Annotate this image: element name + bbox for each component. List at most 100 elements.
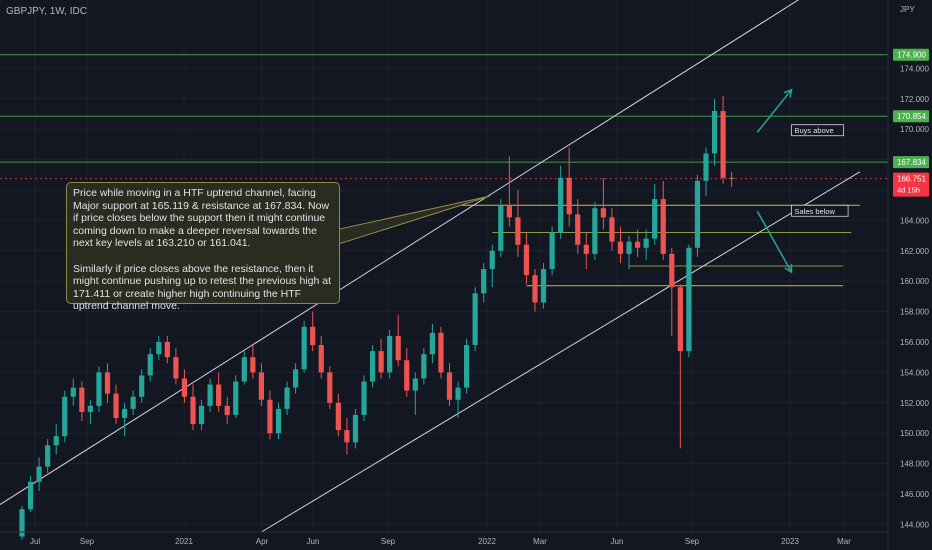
candle-body — [729, 177, 735, 179]
candle-body — [523, 244, 530, 276]
candle — [267, 390, 273, 440]
projection-arrows — [756, 88, 793, 274]
candle-body — [96, 372, 102, 406]
candle — [275, 402, 282, 440]
candle — [446, 363, 453, 406]
candle-body — [660, 199, 666, 254]
candle-body — [267, 399, 273, 434]
candle — [720, 95, 726, 184]
price-tag-box — [893, 110, 929, 123]
candle — [224, 396, 230, 425]
candle — [558, 165, 564, 239]
candle — [335, 393, 341, 437]
price-tick-label: 170.000 — [900, 125, 929, 134]
candle-body — [532, 275, 538, 303]
candle-body — [694, 180, 701, 248]
candle-body — [190, 396, 196, 425]
candle-body — [669, 253, 675, 288]
candle-body — [181, 378, 188, 397]
price-tick-label: 150.000 — [900, 429, 929, 438]
time-tick-label: Sep — [381, 537, 396, 546]
price-tag-text: 170.854 — [897, 112, 926, 121]
annotation-label-text: Buys above — [795, 126, 834, 135]
candle-body — [506, 205, 512, 218]
candle-body — [164, 342, 170, 358]
candle — [421, 348, 427, 385]
time-tick-label: 2023 — [781, 537, 799, 546]
candle — [301, 320, 307, 373]
candle-body — [498, 205, 504, 251]
candle-body — [438, 332, 444, 373]
price-tag: 167.834 — [893, 156, 929, 169]
candle — [592, 202, 598, 260]
candle-body — [130, 396, 136, 409]
projection-arrow-head — [784, 264, 793, 274]
candle — [395, 314, 401, 367]
projection-arrow-shaft — [756, 89, 793, 133]
candle-body — [258, 372, 264, 400]
candle — [310, 311, 316, 352]
price-tick-label: 160.000 — [900, 277, 929, 286]
candle-body — [344, 430, 350, 443]
annotation-label-box — [791, 204, 849, 217]
candle — [241, 351, 247, 385]
candle — [438, 326, 444, 379]
candle-body — [216, 384, 222, 406]
candle — [617, 226, 624, 263]
channel-line-lower — [261, 171, 861, 533]
candle-body — [617, 241, 624, 254]
candle-body — [515, 217, 521, 245]
candle-body — [233, 381, 239, 415]
candle — [404, 348, 410, 397]
candle — [498, 199, 504, 257]
candle-body — [36, 466, 42, 482]
candle-body — [677, 287, 683, 352]
callout-paragraph-2: Similarly if price closes above the resi… — [73, 262, 331, 313]
candle — [361, 375, 367, 422]
time-tick-label: Mar — [533, 537, 547, 546]
candle — [489, 244, 495, 288]
candle — [130, 390, 136, 415]
candle — [207, 378, 213, 412]
time-tick-label: Jun — [307, 537, 320, 546]
candle-body — [720, 110, 726, 178]
candle-body — [378, 351, 384, 373]
candle — [643, 229, 649, 260]
candle-body — [104, 372, 111, 394]
candle — [352, 408, 359, 449]
price-tag-text: 174.900 — [897, 51, 926, 60]
candle-body — [566, 177, 572, 215]
candle-body — [198, 405, 205, 425]
channel-line-upper — [0, 0, 800, 506]
price-axis[interactable] — [888, 0, 932, 550]
candle — [703, 147, 709, 197]
price-tag: 174.900 — [893, 48, 929, 61]
candle — [87, 399, 93, 425]
last-price-tag-box — [893, 172, 929, 197]
callout-paragraph-1: Price while moving in a HTF uptrend chan… — [73, 187, 330, 249]
candle-body — [275, 408, 282, 434]
annotation-label-box — [791, 124, 844, 137]
candle — [139, 369, 145, 403]
candle-body — [369, 351, 376, 382]
candle — [677, 284, 683, 449]
candle — [113, 384, 119, 425]
candle — [694, 174, 701, 257]
analysis-callout[interactable]: Price while moving in a HTF uptrend chan… — [66, 182, 340, 312]
price-tick-label: 154.000 — [900, 368, 929, 377]
time-tick-label: Apr — [256, 537, 269, 546]
price-tick-label: 172.000 — [900, 95, 929, 104]
candle — [164, 335, 170, 364]
candle — [369, 345, 376, 388]
candle — [53, 424, 59, 455]
candle — [216, 372, 222, 412]
last-price-tag-text: 166.751 — [897, 175, 926, 184]
candle — [464, 338, 470, 394]
candle — [27, 475, 34, 513]
candle — [686, 244, 692, 358]
candle — [104, 363, 111, 403]
candle-body — [558, 177, 564, 233]
price-tag-box — [893, 48, 929, 61]
candle — [318, 335, 324, 379]
candle-body — [284, 387, 290, 409]
